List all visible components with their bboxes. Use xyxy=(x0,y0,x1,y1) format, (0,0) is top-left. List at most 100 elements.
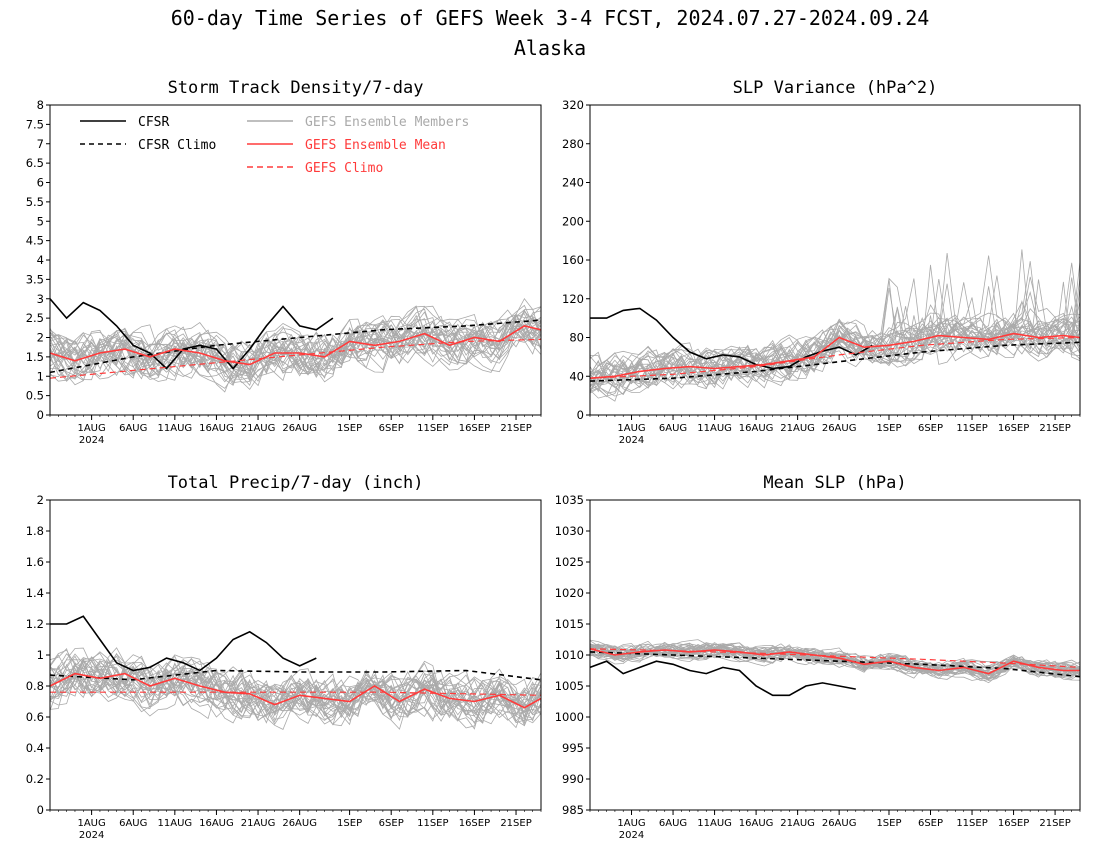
ensemble-member-line xyxy=(590,281,1080,387)
x-tick-label: 16AUG xyxy=(739,818,774,829)
x-tick-label: 21SEP xyxy=(500,818,531,829)
y-tick-label: 0 xyxy=(37,408,44,422)
y-tick-label: 1 xyxy=(37,369,44,383)
plot-area xyxy=(50,615,541,730)
x-tick-label: 1SEP xyxy=(876,818,901,829)
cfsr-line xyxy=(50,298,334,370)
panel-title: Total Precip/7-day (inch) xyxy=(168,473,424,493)
x-tick-label: 11SEP xyxy=(956,423,987,434)
y-tick-label: 1010 xyxy=(555,648,584,662)
ensemble-member-line xyxy=(50,324,541,383)
legend-gefs-climo-label: GEFS Climo xyxy=(305,161,383,176)
cfsr-climo-line xyxy=(590,341,1080,382)
panel-title: SLP Variance (hPa^2) xyxy=(733,78,938,98)
cfsr-line xyxy=(590,307,873,370)
cfsr-climo-line xyxy=(590,651,1080,678)
ensemble-member-line xyxy=(50,661,541,727)
x-year-label: 2024 xyxy=(619,830,644,841)
y-tick-label: 1.2 xyxy=(26,617,44,631)
x-tick-label: 6SEP xyxy=(379,818,404,829)
y-tick-label: 4 xyxy=(37,253,44,267)
x-tick-label: 6SEP xyxy=(379,423,404,434)
gefs-climo-line xyxy=(50,691,541,696)
ensemble-member-line xyxy=(590,275,1080,381)
x-tick-label: 21SEP xyxy=(1039,818,1070,829)
x-tick-label: 11SEP xyxy=(956,818,987,829)
y-tick-label: 5 xyxy=(37,214,44,228)
panel-3: Total Precip/7-day (inch)00.20.40.60.811… xyxy=(26,473,542,841)
y-tick-label: 2 xyxy=(37,493,44,507)
x-tick-label: 11AUG xyxy=(697,423,732,434)
x-tick-label: 21AUG xyxy=(780,818,815,829)
x-tick-label: 16SEP xyxy=(459,423,490,434)
x-tick-label: 16SEP xyxy=(998,423,1029,434)
y-tick-label: 0.4 xyxy=(26,741,44,755)
y-tick-label: 200 xyxy=(562,214,584,228)
ensemble-member-line xyxy=(50,667,541,729)
y-tick-label: 160 xyxy=(562,253,584,267)
x-tick-label: 11SEP xyxy=(417,423,448,434)
x-tick-label: 16SEP xyxy=(459,818,490,829)
x-tick-label: 11AUG xyxy=(158,423,193,434)
y-tick-label: 1030 xyxy=(555,524,584,538)
ensemble-member-line xyxy=(50,308,541,382)
x-tick-label: 1SEP xyxy=(876,423,901,434)
gefs-mean-line xyxy=(50,672,541,709)
y-tick-label: 1000 xyxy=(555,710,584,724)
y-tick-label: 0 xyxy=(37,803,44,817)
x-tick-label: 21AUG xyxy=(241,818,276,829)
ensemble-member-line xyxy=(50,655,541,723)
y-tick-label: 985 xyxy=(562,803,584,817)
ensemble-member-line xyxy=(590,255,1080,387)
y-tick-label: 0 xyxy=(577,408,584,422)
ensemble-member-line xyxy=(590,291,1080,389)
ensemble-member-line xyxy=(50,305,541,391)
ensemble-member-line xyxy=(50,653,541,721)
x-tick-label: 16SEP xyxy=(998,818,1029,829)
y-tick-label: 2.5 xyxy=(26,311,44,325)
x-tick-label: 16AUG xyxy=(199,818,234,829)
ensemble-member-line xyxy=(50,313,541,386)
plot-frame xyxy=(49,499,542,811)
x-tick-label: 6AUG xyxy=(119,423,147,434)
y-tick-label: 1.8 xyxy=(26,524,44,538)
x-tick-label: 1SEP xyxy=(337,423,362,434)
y-tick-label: 6 xyxy=(37,176,44,190)
gefs-mean-line xyxy=(590,332,1080,379)
panel-1: Storm Track Density/7-day 0 0.5 1 1.5 2 2.5 3 3.… xyxy=(26,78,542,446)
ensemble-member-line xyxy=(50,308,541,382)
x-tick-label: 26AUG xyxy=(282,423,317,434)
x-year-label: 2024 xyxy=(619,435,644,446)
legend-mean-label: GEFS Ensemble Mean xyxy=(305,138,446,153)
x-tick-label: 6AUG xyxy=(659,423,687,434)
x-tick-label: 16AUG xyxy=(199,423,234,434)
y-tick-label: 0.6 xyxy=(26,710,44,724)
legend-cfsr-climo-label: CFSR Climo xyxy=(138,138,216,153)
y-tick-label: 0.8 xyxy=(26,679,44,693)
y-tick-label: 6.5 xyxy=(26,156,44,170)
y-tick-label: 0.2 xyxy=(26,772,44,786)
y-tick-label: 8 xyxy=(37,98,44,112)
x-tick-label: 26AUG xyxy=(282,818,317,829)
y-tick-label: 1.6 xyxy=(26,555,44,569)
ensemble-member-line xyxy=(50,665,541,716)
y-tick-label: 1.5 xyxy=(26,350,44,364)
ensemble-member-line xyxy=(50,667,541,730)
panel-4: Mean SLP (hPa) 985 990 995 1000 1005 1010 1015 1… xyxy=(555,473,1081,841)
plot-area xyxy=(590,639,1080,697)
x-tick-label: 21AUG xyxy=(780,423,815,434)
x-tick-label: 21SEP xyxy=(500,423,531,434)
ensemble-member-line xyxy=(590,642,1080,679)
x-tick-label: 1AUG xyxy=(617,818,645,829)
x-tick-label: 1AUG xyxy=(77,818,105,829)
panel-2: SLP Variance (hPa^2) 0 40 80 120 160 200 240 280… xyxy=(562,78,1081,446)
ensemble-member-line xyxy=(50,660,541,722)
cfsr-line xyxy=(590,660,856,697)
x-tick-label: 6AUG xyxy=(659,818,687,829)
x-year-label: 2024 xyxy=(79,435,104,446)
y-tick-label: 7.5 xyxy=(26,117,44,131)
ensemble-member-line xyxy=(50,665,541,723)
cfsr-climo-line xyxy=(50,319,541,374)
gefs-climo-line xyxy=(590,648,1080,668)
